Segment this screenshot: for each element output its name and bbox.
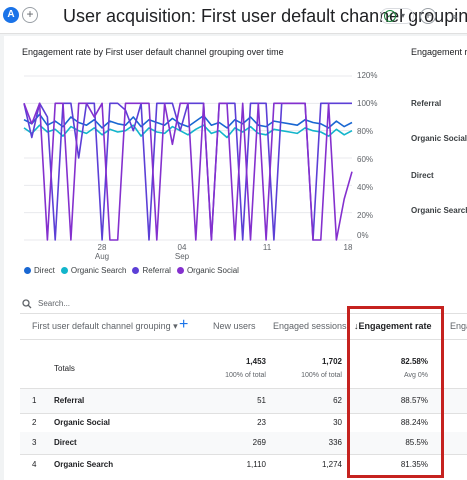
x-tick-label: 18 bbox=[343, 243, 353, 252]
table-row[interactable] bbox=[20, 432, 467, 454]
dimension-selector[interactable]: First user default channel grouping ▾ bbox=[32, 321, 178, 331]
row-new-users: 51 bbox=[257, 396, 266, 405]
side-item-organic-social: Organic Social bbox=[411, 134, 467, 143]
legend-item-organic-social[interactable]: Organic Social bbox=[176, 266, 239, 275]
header-next-column[interactable]: Enga bbox=[450, 321, 467, 331]
legend-item-direct[interactable]: Direct bbox=[24, 266, 55, 275]
search-icon bbox=[22, 299, 32, 309]
row-channel: Organic Search bbox=[54, 460, 114, 469]
row-engaged-sessions: 30 bbox=[333, 418, 342, 427]
side-panel-title: Engagement r bbox=[411, 47, 467, 57]
totals-engaged-sessions-sub: 100% of total bbox=[301, 372, 342, 379]
row-engagement-rate: 81.35% bbox=[400, 460, 428, 469]
chart-series bbox=[23, 102, 353, 241]
row-engaged-sessions: 1,274 bbox=[321, 460, 342, 469]
header-edge-text: la bbox=[452, 14, 458, 21]
side-item-organic-search: Organic Search bbox=[411, 206, 467, 215]
y-tick-label: 0% bbox=[357, 231, 369, 240]
row-new-users: 23 bbox=[257, 418, 266, 427]
divider bbox=[20, 413, 467, 414]
row-new-users: 269 bbox=[252, 438, 266, 447]
chevron-down-icon: ▾ bbox=[173, 321, 178, 331]
page-title: User acquisition: First user default cha… bbox=[63, 6, 467, 26]
row-rank: 1 bbox=[32, 396, 37, 405]
series-line-direct bbox=[23, 113, 353, 129]
row-engagement-rate: 88.24% bbox=[400, 418, 428, 427]
totals-engagement-rate-sub: Avg 0% bbox=[404, 372, 428, 379]
legend-item-organic-search[interactable]: Organic Search bbox=[60, 266, 126, 275]
add-dimension-button[interactable]: + bbox=[179, 316, 189, 333]
divider bbox=[20, 313, 467, 314]
row-rank: 3 bbox=[32, 438, 37, 447]
divider bbox=[20, 339, 467, 340]
chart-gridlines bbox=[24, 75, 352, 241]
legend-dot-icon bbox=[176, 267, 184, 274]
legend-item-referral[interactable]: Referral bbox=[132, 266, 171, 275]
row-engaged-sessions: 62 bbox=[333, 396, 342, 405]
row-rank: 4 bbox=[32, 460, 37, 469]
totals-engaged-sessions: 1,702 bbox=[321, 357, 342, 366]
header-engagement-rate[interactable]: ↓Engagement rate bbox=[354, 321, 432, 331]
divider bbox=[20, 454, 467, 455]
x-tick-label: 28 Aug bbox=[94, 243, 110, 261]
account-avatar[interactable]: A bbox=[3, 7, 19, 23]
engagement-line-chart bbox=[23, 75, 353, 241]
header-engaged-sessions[interactable]: Engaged sessions bbox=[273, 321, 347, 331]
header-new-users[interactable]: New users bbox=[213, 321, 256, 331]
side-item-referral: Referral bbox=[411, 99, 442, 108]
row-channel: Referral bbox=[54, 396, 85, 405]
x-tick-label: 11 bbox=[262, 243, 272, 252]
check-circle-icon: ✓ bbox=[384, 10, 396, 22]
row-engagement-rate: 88.57% bbox=[400, 396, 428, 405]
totals-new-users-sub: 100% of total bbox=[225, 372, 266, 379]
row-channel: Direct bbox=[54, 438, 77, 447]
report-header: A + User acquisition: First user default… bbox=[0, 0, 467, 34]
series-line-referral bbox=[23, 102, 352, 241]
legend-dot-icon bbox=[132, 267, 140, 274]
y-tick-label: 60% bbox=[357, 155, 374, 164]
legend-dot-icon bbox=[60, 267, 68, 274]
y-tick-label: 40% bbox=[357, 183, 374, 192]
series-line-organic-social bbox=[23, 102, 353, 241]
series-line-organic-search bbox=[23, 124, 353, 139]
y-tick-label: 100% bbox=[357, 99, 378, 108]
totals-label: Totals bbox=[54, 364, 75, 373]
add-comparison-button[interactable]: + bbox=[22, 7, 38, 23]
row-engaged-sessions: 336 bbox=[328, 438, 342, 447]
row-new-users: 1,110 bbox=[246, 460, 266, 469]
chevron-down-icon: ▾ bbox=[401, 11, 406, 20]
totals-new-users: 1,453 bbox=[245, 357, 266, 366]
row-engagement-rate: 85.5% bbox=[405, 438, 428, 447]
divider bbox=[20, 388, 467, 389]
side-item-direct: Direct bbox=[411, 171, 434, 180]
chart-title: Engagement rate by First user default ch… bbox=[22, 47, 284, 57]
legend-dot-icon bbox=[24, 267, 31, 274]
row-channel: Organic Social bbox=[54, 418, 111, 427]
totals-engagement-rate: 82.58% bbox=[400, 357, 428, 366]
status-chip[interactable]: ✓ ▾ bbox=[380, 8, 414, 24]
highlight-box bbox=[347, 306, 444, 478]
y-tick-label: 20% bbox=[357, 211, 374, 220]
chart-legend: Direct Organic Search Referral Organic S… bbox=[24, 266, 239, 275]
search-input[interactable]: Search... bbox=[38, 299, 71, 308]
row-rank: 2 bbox=[32, 418, 37, 427]
table-row[interactable] bbox=[20, 389, 467, 413]
y-tick-label: 120% bbox=[357, 71, 378, 80]
x-tick-label: 04 Sep bbox=[174, 243, 190, 261]
y-tick-label: 80% bbox=[357, 127, 374, 136]
add-button[interactable]: + bbox=[420, 8, 436, 24]
